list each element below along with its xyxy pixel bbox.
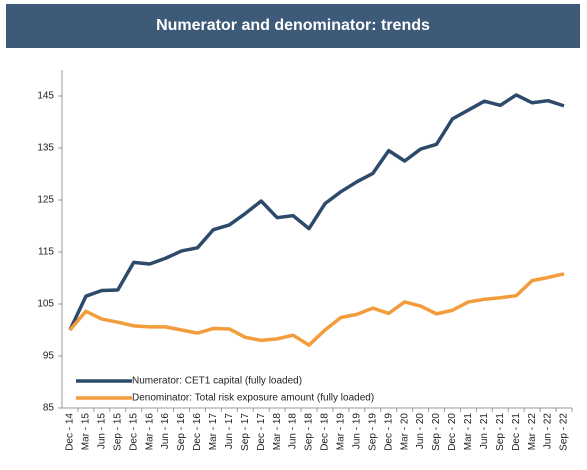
x-tick-label: Jun - 22: [543, 413, 554, 450]
x-tick-label: Jun - 17: [224, 413, 235, 450]
x-tick-label: Dec - 17: [256, 413, 267, 451]
x-tick-label: Sep - 17: [240, 413, 251, 451]
x-tick-label: Sep - 20: [431, 413, 442, 451]
series-line: [68, 272, 565, 347]
x-tick-label: Mar - 15: [81, 413, 92, 451]
x-tick-label: Sep - 22: [559, 413, 570, 451]
x-tick-label: Mar - 21: [463, 413, 474, 451]
x-tick-label: Dec - 21: [511, 413, 522, 451]
y-tick-label: 145: [37, 91, 54, 102]
x-tick-label: Jun - 15: [96, 413, 107, 450]
x-tick-label: Jun - 21: [479, 413, 490, 450]
y-tick-label: 85: [43, 403, 55, 414]
x-tick-label: Sep - 15: [112, 413, 123, 451]
series-line: [68, 93, 565, 331]
x-tick-label: Jun - 20: [415, 413, 426, 450]
x-tick-label: Sep - 16: [176, 413, 187, 451]
y-tick-label: 95: [43, 351, 55, 362]
x-tick-label: Dec - 18: [320, 413, 331, 451]
x-tick-label: Mar - 18: [272, 413, 283, 451]
x-tick-label: Jun - 19: [351, 413, 362, 450]
x-tick-label: Dec - 20: [447, 413, 458, 451]
x-tick-label: Sep - 21: [495, 413, 506, 451]
x-tick-label: Jun - 16: [160, 413, 171, 450]
y-tick-label: 105: [37, 299, 54, 310]
x-tick-label: Mar - 16: [144, 413, 155, 451]
x-tick-label: Mar - 19: [336, 413, 347, 451]
x-tick-label: Dec - 19: [383, 413, 394, 451]
x-tick-label: Sep - 19: [367, 413, 378, 451]
x-tick-label: Dec - 15: [128, 413, 139, 451]
header-bar: [6, 4, 580, 48]
x-tick-label: Mar - 17: [208, 413, 219, 451]
x-tick-label: Jun - 18: [288, 413, 299, 450]
chart-title: Numerator and denominator: trends: [156, 17, 430, 34]
x-tick-label: Mar - 20: [399, 413, 410, 451]
x-tick-label: Dec - 14: [65, 413, 76, 451]
x-tick-label: Sep - 18: [304, 413, 315, 451]
legend-label: Numerator: CET1 capital (fully loaded): [132, 376, 302, 387]
legend-label: Denominator: Total risk exposure amount …: [132, 393, 374, 404]
y-tick-label: 125: [37, 195, 54, 206]
x-tick-label: Mar - 22: [527, 413, 538, 451]
y-tick-label: 135: [37, 143, 54, 154]
x-tick-label: Dec - 16: [192, 413, 203, 451]
y-tick-label: 115: [38, 247, 54, 258]
